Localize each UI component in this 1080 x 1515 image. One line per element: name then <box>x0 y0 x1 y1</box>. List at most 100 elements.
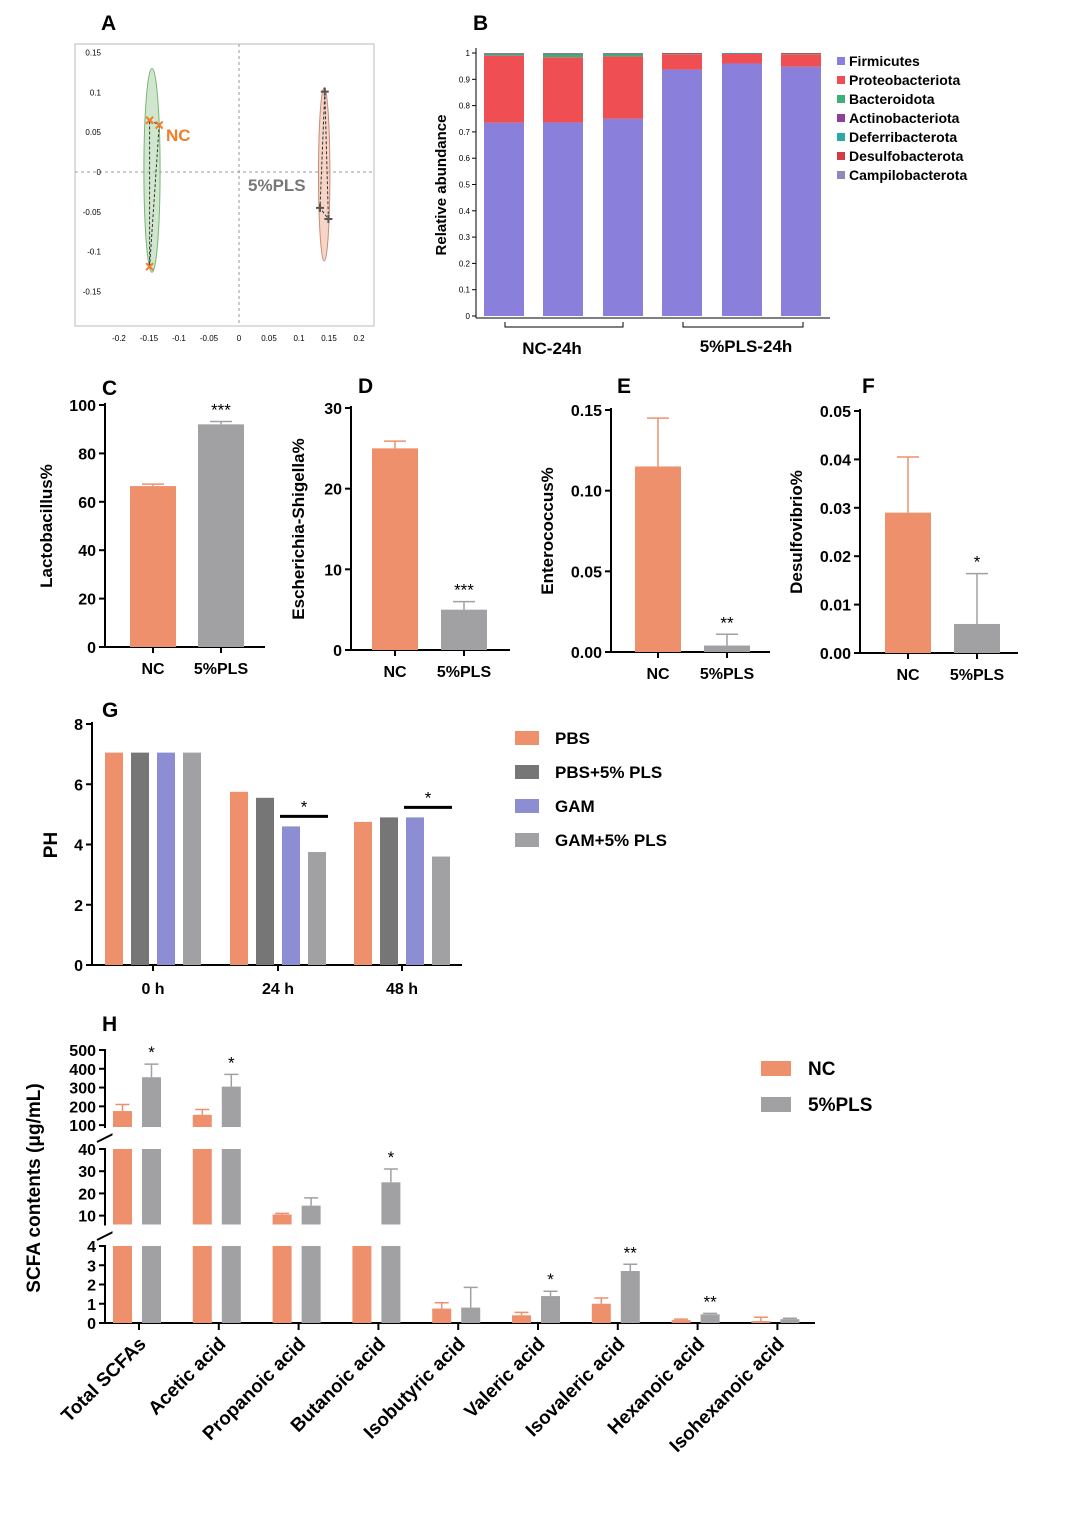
x-tick-label: 0 h <box>141 981 164 998</box>
y-tick-label: 0.5 <box>459 181 471 190</box>
legend-swatch <box>515 731 539 745</box>
error-bar <box>623 1263 638 1272</box>
y-tick-label: 0 <box>466 312 471 321</box>
y-axis-label: Enterococcus% <box>538 467 557 595</box>
error-bar <box>514 1311 529 1316</box>
y-tick-label: 0.10 <box>571 484 602 501</box>
error-bar <box>115 1103 130 1112</box>
stacked-segment-4 <box>722 53 762 54</box>
axis-break-gap <box>272 1224 293 1246</box>
significance-marker: * <box>974 553 981 572</box>
legend-swatch <box>761 1097 791 1112</box>
panel-label-h: H <box>102 1013 117 1036</box>
y-tick-label: 0.3 <box>459 233 471 242</box>
x-tick-label: NC <box>141 661 165 678</box>
legend-swatch <box>837 171 845 179</box>
panel-label-b: B <box>473 12 488 35</box>
legend-swatch <box>515 765 539 779</box>
x-tick-label: 5%PLS <box>950 667 1005 684</box>
stacked-segment-6 <box>543 53 583 54</box>
y-tick-label: 10 <box>78 1209 96 1226</box>
y-tick-label: 0 <box>87 640 96 657</box>
legend-label: Desulfobacterota <box>849 148 964 164</box>
panel-e-bars: 0.00 0.05 0.10 0.15 NC 5%PLS ** Enterococcus% <box>538 403 770 683</box>
bar-pbs <box>354 821 372 965</box>
panel-d-bars: 0 10 20 30 NC 5%PLS *** Escherichia-Shigella% <box>289 401 510 681</box>
significance-marker: * <box>148 1043 155 1062</box>
y-tick-label: 0 <box>87 1316 96 1333</box>
stacked-segment-6 <box>603 53 643 54</box>
y-tick-label: 0.00 <box>820 646 851 663</box>
stacked-segment-5 <box>662 53 702 54</box>
panel-label-d: D <box>358 375 373 398</box>
axis-break-gap <box>112 1224 133 1246</box>
legend-swatch <box>837 133 845 141</box>
x-tick-label: 5%PLS <box>194 661 249 678</box>
bar-nc <box>671 1320 691 1323</box>
y-axis-label: Escherichia-Shigella% <box>289 438 308 619</box>
legend-label: NC <box>808 1059 836 1080</box>
x-tick-label: 0.2 <box>353 334 365 343</box>
error-bar <box>304 1197 319 1206</box>
group-label: NC-24h <box>522 339 582 358</box>
axis-break-gap <box>192 1127 213 1149</box>
stacked-segment-0 <box>781 66 821 317</box>
x-tick-label: 48 h <box>386 981 418 998</box>
y-tick-label: 0.02 <box>820 549 851 566</box>
x-tick-label: -0.2 <box>112 334 126 343</box>
bar-5pls <box>780 1319 800 1323</box>
stacked-segment-1 <box>603 56 643 119</box>
x-tick-label: 0.1 <box>293 334 305 343</box>
stacked-segment-1 <box>543 57 583 123</box>
stacked-segment-2 <box>781 53 821 55</box>
bar-nc <box>751 1321 771 1323</box>
y-tick-label: -0.1 <box>87 248 101 257</box>
bar-gam-5--pls <box>183 752 201 965</box>
y-tick-label: 0.05 <box>571 564 602 581</box>
bar-5pls <box>541 1296 560 1323</box>
y-tick-label: 4 <box>87 1239 96 1256</box>
panel-c-bars: 0 20 40 60 80 100 NC 5%PLS *** Lactobacillus% <box>37 398 265 678</box>
pls-group-label: 5%PLS <box>248 176 306 195</box>
bar-nc <box>113 1111 132 1323</box>
x-tick-label: -0.1 <box>172 334 186 343</box>
x-tick-label: Acetic acid <box>145 1334 231 1420</box>
bar-nc <box>130 486 176 647</box>
panel-label-f: F <box>862 375 875 398</box>
stacked-segment-0 <box>662 69 702 316</box>
sample-point-pls <box>320 87 329 96</box>
bar-nc <box>372 448 418 650</box>
bar-pbs-5--pls <box>131 752 149 965</box>
error-bar <box>703 1312 718 1315</box>
stacked-segment-1 <box>781 54 821 67</box>
error-bar <box>674 1318 689 1321</box>
significance-marker: ** <box>703 1292 717 1311</box>
error-bar <box>383 1168 398 1183</box>
bar-pbs-5--pls <box>380 817 398 965</box>
axis-break-gap <box>112 1127 133 1149</box>
panel-b-stacked-bars: 0 0.1 0.2 0.3 0.4 0.5 0.6 0.7 0.8 0.9 1 Relative ab… <box>433 48 967 358</box>
y-axis-label: Lactobacillus% <box>37 464 56 588</box>
error-bar <box>142 483 164 487</box>
y-tick-label: 80 <box>78 446 96 463</box>
stacked-segment-2 <box>662 53 702 55</box>
legend-swatch <box>837 152 845 160</box>
bar-nc <box>635 466 681 652</box>
axis-break-gap <box>141 1224 162 1246</box>
axis-break-gap <box>301 1224 322 1246</box>
x-tick-label: NC <box>383 664 407 681</box>
y-tick-label: 20 <box>78 1186 96 1203</box>
x-tick-label: 0.15 <box>321 334 337 343</box>
error-bar <box>543 1290 558 1297</box>
x-tick-label: -0.15 <box>140 334 159 343</box>
error-bar <box>594 1297 609 1304</box>
legend-label: Firmicutes <box>849 53 920 69</box>
legend-label: Proteobacteriota <box>849 72 960 88</box>
y-tick-label: 0.8 <box>459 102 471 111</box>
y-tick-label: 40 <box>78 1142 96 1159</box>
y-tick-label: 40 <box>78 543 96 560</box>
y-tick-label: 100 <box>69 398 96 415</box>
y-axis-label: SCFA contents (μg/mL) <box>24 1083 45 1292</box>
stacked-segment-0 <box>722 63 762 316</box>
